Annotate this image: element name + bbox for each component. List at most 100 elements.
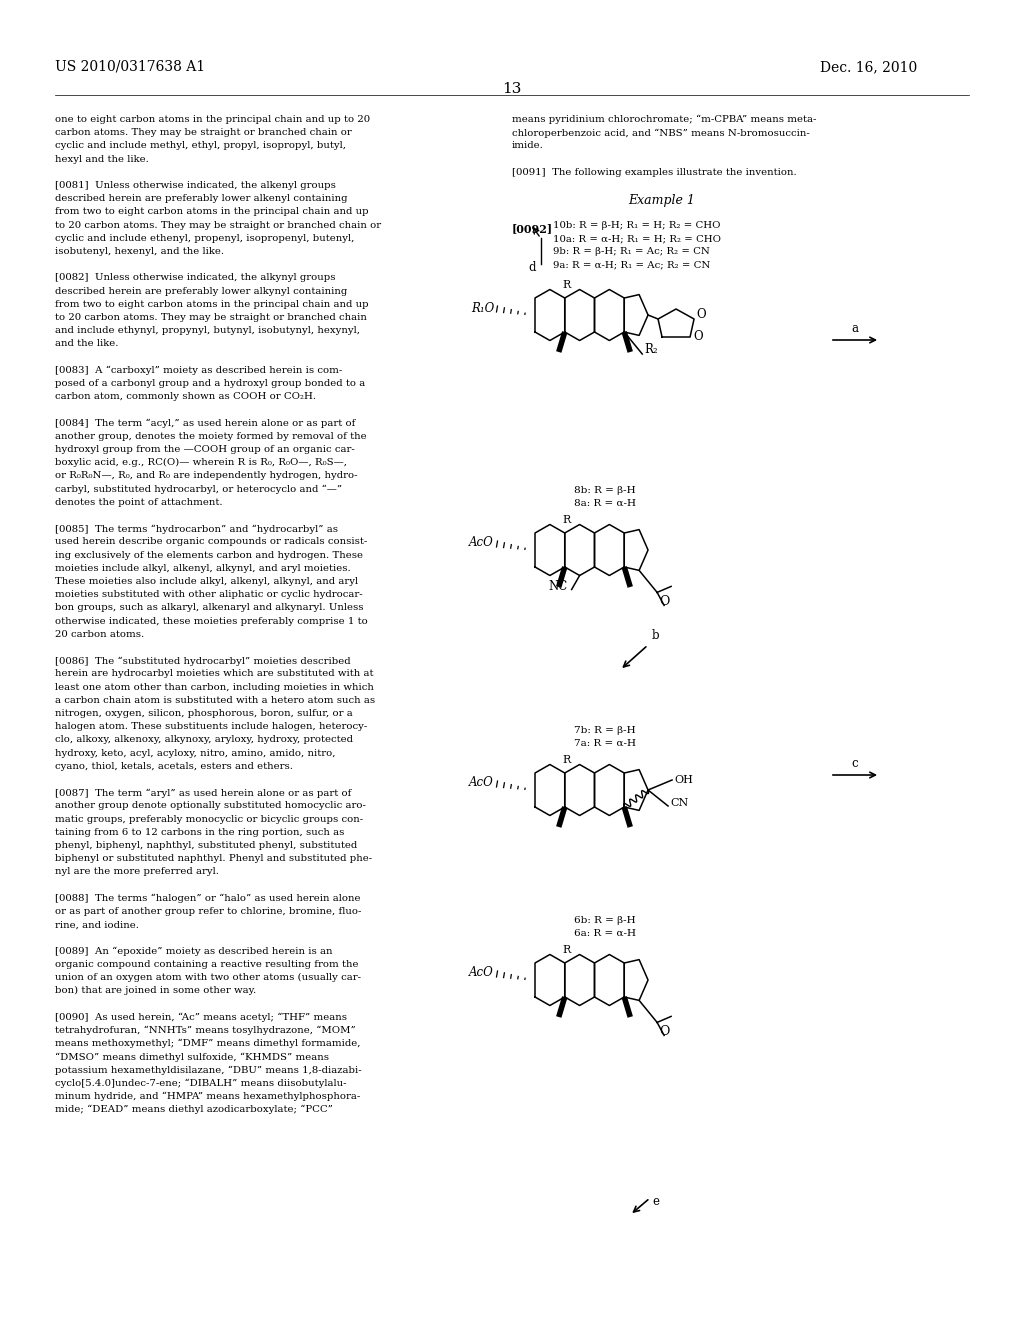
Text: used herein describe organic compounds or radicals consist-: used herein describe organic compounds o…: [55, 537, 368, 546]
Text: another group denote optionally substituted homocyclic aro-: another group denote optionally substitu…: [55, 801, 366, 810]
Text: herein are hydrocarbyl moieties which are substituted with at: herein are hydrocarbyl moieties which ar…: [55, 669, 374, 678]
Text: another group, denotes the moiety formed by removal of the: another group, denotes the moiety formed…: [55, 432, 367, 441]
Text: least one atom other than carbon, including moieties in which: least one atom other than carbon, includ…: [55, 682, 374, 692]
Text: isobutenyl, hexenyl, and the like.: isobutenyl, hexenyl, and the like.: [55, 247, 224, 256]
Text: O: O: [693, 330, 702, 342]
Text: imide.: imide.: [512, 141, 544, 150]
Text: AcO: AcO: [469, 776, 494, 789]
Text: R: R: [562, 280, 570, 290]
Text: bon) that are joined in some other way.: bon) that are joined in some other way.: [55, 986, 256, 995]
Text: [0091]  The following examples illustrate the invention.: [0091] The following examples illustrate…: [512, 168, 797, 177]
Text: O: O: [658, 1026, 670, 1039]
Text: cyano, thiol, ketals, acetals, esters and ethers.: cyano, thiol, ketals, acetals, esters an…: [55, 762, 293, 771]
Text: [0085]  The terms “hydrocarbon” and “hydrocarbyl” as: [0085] The terms “hydrocarbon” and “hydr…: [55, 524, 338, 533]
Text: and the like.: and the like.: [55, 339, 119, 348]
Text: boxylic acid, e.g., RC(O)— wherein R is R₀, R₀O—, R₀S—,: boxylic acid, e.g., RC(O)— wherein R is …: [55, 458, 347, 467]
Text: [0092]: [0092]: [512, 223, 553, 235]
Text: posed of a carbonyl group and a hydroxyl group bonded to a: posed of a carbonyl group and a hydroxyl…: [55, 379, 366, 388]
Text: 10b: R = β-H; R₁ = H; R₂ = CHO: 10b: R = β-H; R₁ = H; R₂ = CHO: [553, 222, 720, 231]
Text: matic groups, preferably monocyclic or bicyclic groups con-: matic groups, preferably monocyclic or b…: [55, 814, 364, 824]
Text: b: b: [652, 630, 659, 642]
Text: described herein are preferably lower alkynyl containing: described herein are preferably lower al…: [55, 286, 347, 296]
Text: hexyl and the like.: hexyl and the like.: [55, 154, 148, 164]
Text: These moieties also include alkyl, alkenyl, alkynyl, and aryl: These moieties also include alkyl, alken…: [55, 577, 358, 586]
Text: 13: 13: [503, 82, 521, 96]
Text: and include ethynyl, propynyl, butynyl, isobutynyl, hexynyl,: and include ethynyl, propynyl, butynyl, …: [55, 326, 360, 335]
Text: hydroxyl group from the —COOH group of an organic car-: hydroxyl group from the —COOH group of a…: [55, 445, 354, 454]
Text: tetrahydrofuran, “NNHTs” means tosylhydrazone, “MOM”: tetrahydrofuran, “NNHTs” means tosylhydr…: [55, 1026, 355, 1035]
Text: O: O: [696, 309, 706, 322]
Text: US 2010/0317638 A1: US 2010/0317638 A1: [55, 59, 205, 74]
Text: [0087]  The term “aryl” as used herein alone or as part of: [0087] The term “aryl” as used herein al…: [55, 788, 351, 797]
Text: moieties include alkyl, alkenyl, alkynyl, and aryl moieties.: moieties include alkyl, alkenyl, alkynyl…: [55, 564, 351, 573]
Text: [0083]  A “carboxyl” moiety as described herein is com-: [0083] A “carboxyl” moiety as described …: [55, 366, 342, 375]
Text: potassium hexamethyldisilazane, “DBU” means 1,8-diazabi-: potassium hexamethyldisilazane, “DBU” me…: [55, 1065, 361, 1074]
Text: carbyl, substituted hydrocarbyl, or heterocyclo and “—”: carbyl, substituted hydrocarbyl, or hete…: [55, 484, 342, 494]
Text: 9b: R = β-H; R₁ = Ac; R₂ = CN: 9b: R = β-H; R₁ = Ac; R₂ = CN: [553, 247, 710, 256]
Text: R₁O: R₁O: [471, 301, 494, 314]
Text: 10a: R = α-H; R₁ = H; R₂ = CHO: 10a: R = α-H; R₁ = H; R₂ = CHO: [553, 235, 721, 243]
Text: or R₀R₀N—, R₀, and R₀ are independently hydrogen, hydro-: or R₀R₀N—, R₀, and R₀ are independently …: [55, 471, 357, 480]
Text: 7a: R = α-H: 7a: R = α-H: [573, 739, 636, 748]
Text: biphenyl or substituted naphthyl. Phenyl and substituted phe-: biphenyl or substituted naphthyl. Phenyl…: [55, 854, 372, 863]
Text: taining from 6 to 12 carbons in the ring portion, such as: taining from 6 to 12 carbons in the ring…: [55, 828, 344, 837]
Text: 8b: R = β-H: 8b: R = β-H: [573, 486, 635, 495]
Text: nitrogen, oxygen, silicon, phosphorous, boron, sulfur, or a: nitrogen, oxygen, silicon, phosphorous, …: [55, 709, 352, 718]
Text: [0086]  The “substituted hydrocarbyl” moieties described: [0086] The “substituted hydrocarbyl” moi…: [55, 656, 350, 665]
Text: carbon atom, commonly shown as COOH or CO₂H.: carbon atom, commonly shown as COOH or C…: [55, 392, 316, 401]
Text: moieties substituted with other aliphatic or cyclic hydrocar-: moieties substituted with other aliphati…: [55, 590, 362, 599]
Text: [0082]  Unless otherwise indicated, the alkynyl groups: [0082] Unless otherwise indicated, the a…: [55, 273, 336, 282]
Text: R: R: [562, 515, 570, 525]
Text: d: d: [528, 261, 536, 275]
Text: [0090]  As used herein, “Ac” means acetyl; “THF” means: [0090] As used herein, “Ac” means acetyl…: [55, 1012, 347, 1022]
Text: union of an oxygen atom with two other atoms (usually car-: union of an oxygen atom with two other a…: [55, 973, 361, 982]
Text: one to eight carbon atoms in the principal chain and up to 20: one to eight carbon atoms in the princip…: [55, 115, 370, 124]
Text: OH: OH: [674, 775, 693, 785]
Text: [0081]  Unless otherwise indicated, the alkenyl groups: [0081] Unless otherwise indicated, the a…: [55, 181, 336, 190]
Text: to 20 carbon atoms. They may be straight or branched chain: to 20 carbon atoms. They may be straight…: [55, 313, 367, 322]
Text: O: O: [658, 595, 670, 609]
Text: R: R: [562, 945, 570, 954]
Text: AcO: AcO: [469, 536, 494, 549]
Text: cyclic and include ethenyl, propenyl, isopropenyl, butenyl,: cyclic and include ethenyl, propenyl, is…: [55, 234, 354, 243]
Text: R: R: [562, 755, 570, 766]
Text: “DMSO” means dimethyl sulfoxide, “KHMDS” means: “DMSO” means dimethyl sulfoxide, “KHMDS”…: [55, 1052, 329, 1061]
Text: [0088]  The terms “halogen” or “halo” as used herein alone: [0088] The terms “halogen” or “halo” as …: [55, 894, 360, 903]
Text: bon groups, such as alkaryl, alkenaryl and alkynaryl. Unless: bon groups, such as alkaryl, alkenaryl a…: [55, 603, 364, 612]
Text: from two to eight carbon atoms in the principal chain and up: from two to eight carbon atoms in the pr…: [55, 207, 369, 216]
Text: 7b: R = β-H: 7b: R = β-H: [573, 726, 635, 735]
Text: phenyl, biphenyl, naphthyl, substituted phenyl, substituted: phenyl, biphenyl, naphthyl, substituted …: [55, 841, 357, 850]
Text: [0084]  The term “acyl,” as used herein alone or as part of: [0084] The term “acyl,” as used herein a…: [55, 418, 355, 428]
Text: means methoxymethyl; “DMF” means dimethyl formamide,: means methoxymethyl; “DMF” means dimethy…: [55, 1039, 360, 1048]
Text: a: a: [852, 322, 858, 335]
Text: chloroperbenzoic acid, and “NBS” means N-bromosuccin-: chloroperbenzoic acid, and “NBS” means N…: [512, 128, 810, 137]
Text: clo, alkoxy, alkenoxy, alkynoxy, aryloxy, hydroxy, protected: clo, alkoxy, alkenoxy, alkynoxy, aryloxy…: [55, 735, 353, 744]
Text: NC: NC: [549, 579, 567, 593]
Text: from two to eight carbon atoms in the principal chain and up: from two to eight carbon atoms in the pr…: [55, 300, 369, 309]
Text: denotes the point of attachment.: denotes the point of attachment.: [55, 498, 222, 507]
Text: rine, and iodine.: rine, and iodine.: [55, 920, 139, 929]
Text: otherwise indicated, these moieties preferably comprise 1 to: otherwise indicated, these moieties pref…: [55, 616, 368, 626]
Text: mide; “DEAD” means diethyl azodicarboxylate; “PCC”: mide; “DEAD” means diethyl azodicarboxyl…: [55, 1105, 333, 1114]
Text: a carbon chain atom is substituted with a hetero atom such as: a carbon chain atom is substituted with …: [55, 696, 375, 705]
Text: organic compound containing a reactive resulting from the: organic compound containing a reactive r…: [55, 960, 358, 969]
Text: hydroxy, keto, acyl, acyloxy, nitro, amino, amido, nitro,: hydroxy, keto, acyl, acyloxy, nitro, ami…: [55, 748, 336, 758]
Text: 6b: R = β-H: 6b: R = β-H: [573, 916, 635, 925]
Text: halogen atom. These substituents include halogen, heterocy-: halogen atom. These substituents include…: [55, 722, 368, 731]
Text: carbon atoms. They may be straight or branched chain or: carbon atoms. They may be straight or br…: [55, 128, 352, 137]
Text: cyclo[5.4.0]undec-7-ene; “DIBALH” means diisobutylalu-: cyclo[5.4.0]undec-7-ene; “DIBALH” means …: [55, 1078, 346, 1088]
Text: minum hydride, and “HMPA” means hexamethylphosphora-: minum hydride, and “HMPA” means hexameth…: [55, 1092, 360, 1101]
Text: nyl are the more preferred aryl.: nyl are the more preferred aryl.: [55, 867, 219, 876]
Text: cyclic and include methyl, ethyl, propyl, isopropyl, butyl,: cyclic and include methyl, ethyl, propyl…: [55, 141, 346, 150]
Text: Dec. 16, 2010: Dec. 16, 2010: [820, 59, 918, 74]
Text: described herein are preferably lower alkenyl containing: described herein are preferably lower al…: [55, 194, 347, 203]
Text: or as part of another group refer to chlorine, bromine, fluo-: or as part of another group refer to chl…: [55, 907, 361, 916]
Text: 20 carbon atoms.: 20 carbon atoms.: [55, 630, 144, 639]
Text: [0089]  An “epoxide” moiety as described herein is an: [0089] An “epoxide” moiety as described …: [55, 946, 333, 956]
Text: R₂: R₂: [644, 343, 657, 356]
Text: e: e: [652, 1195, 659, 1208]
Text: 6a: R = α-H: 6a: R = α-H: [573, 929, 636, 937]
Text: CN: CN: [670, 799, 688, 808]
Text: ing exclusively of the elements carbon and hydrogen. These: ing exclusively of the elements carbon a…: [55, 550, 362, 560]
Text: 9a: R = α-H; R₁ = Ac; R₂ = CN: 9a: R = α-H; R₁ = Ac; R₂ = CN: [553, 260, 711, 269]
